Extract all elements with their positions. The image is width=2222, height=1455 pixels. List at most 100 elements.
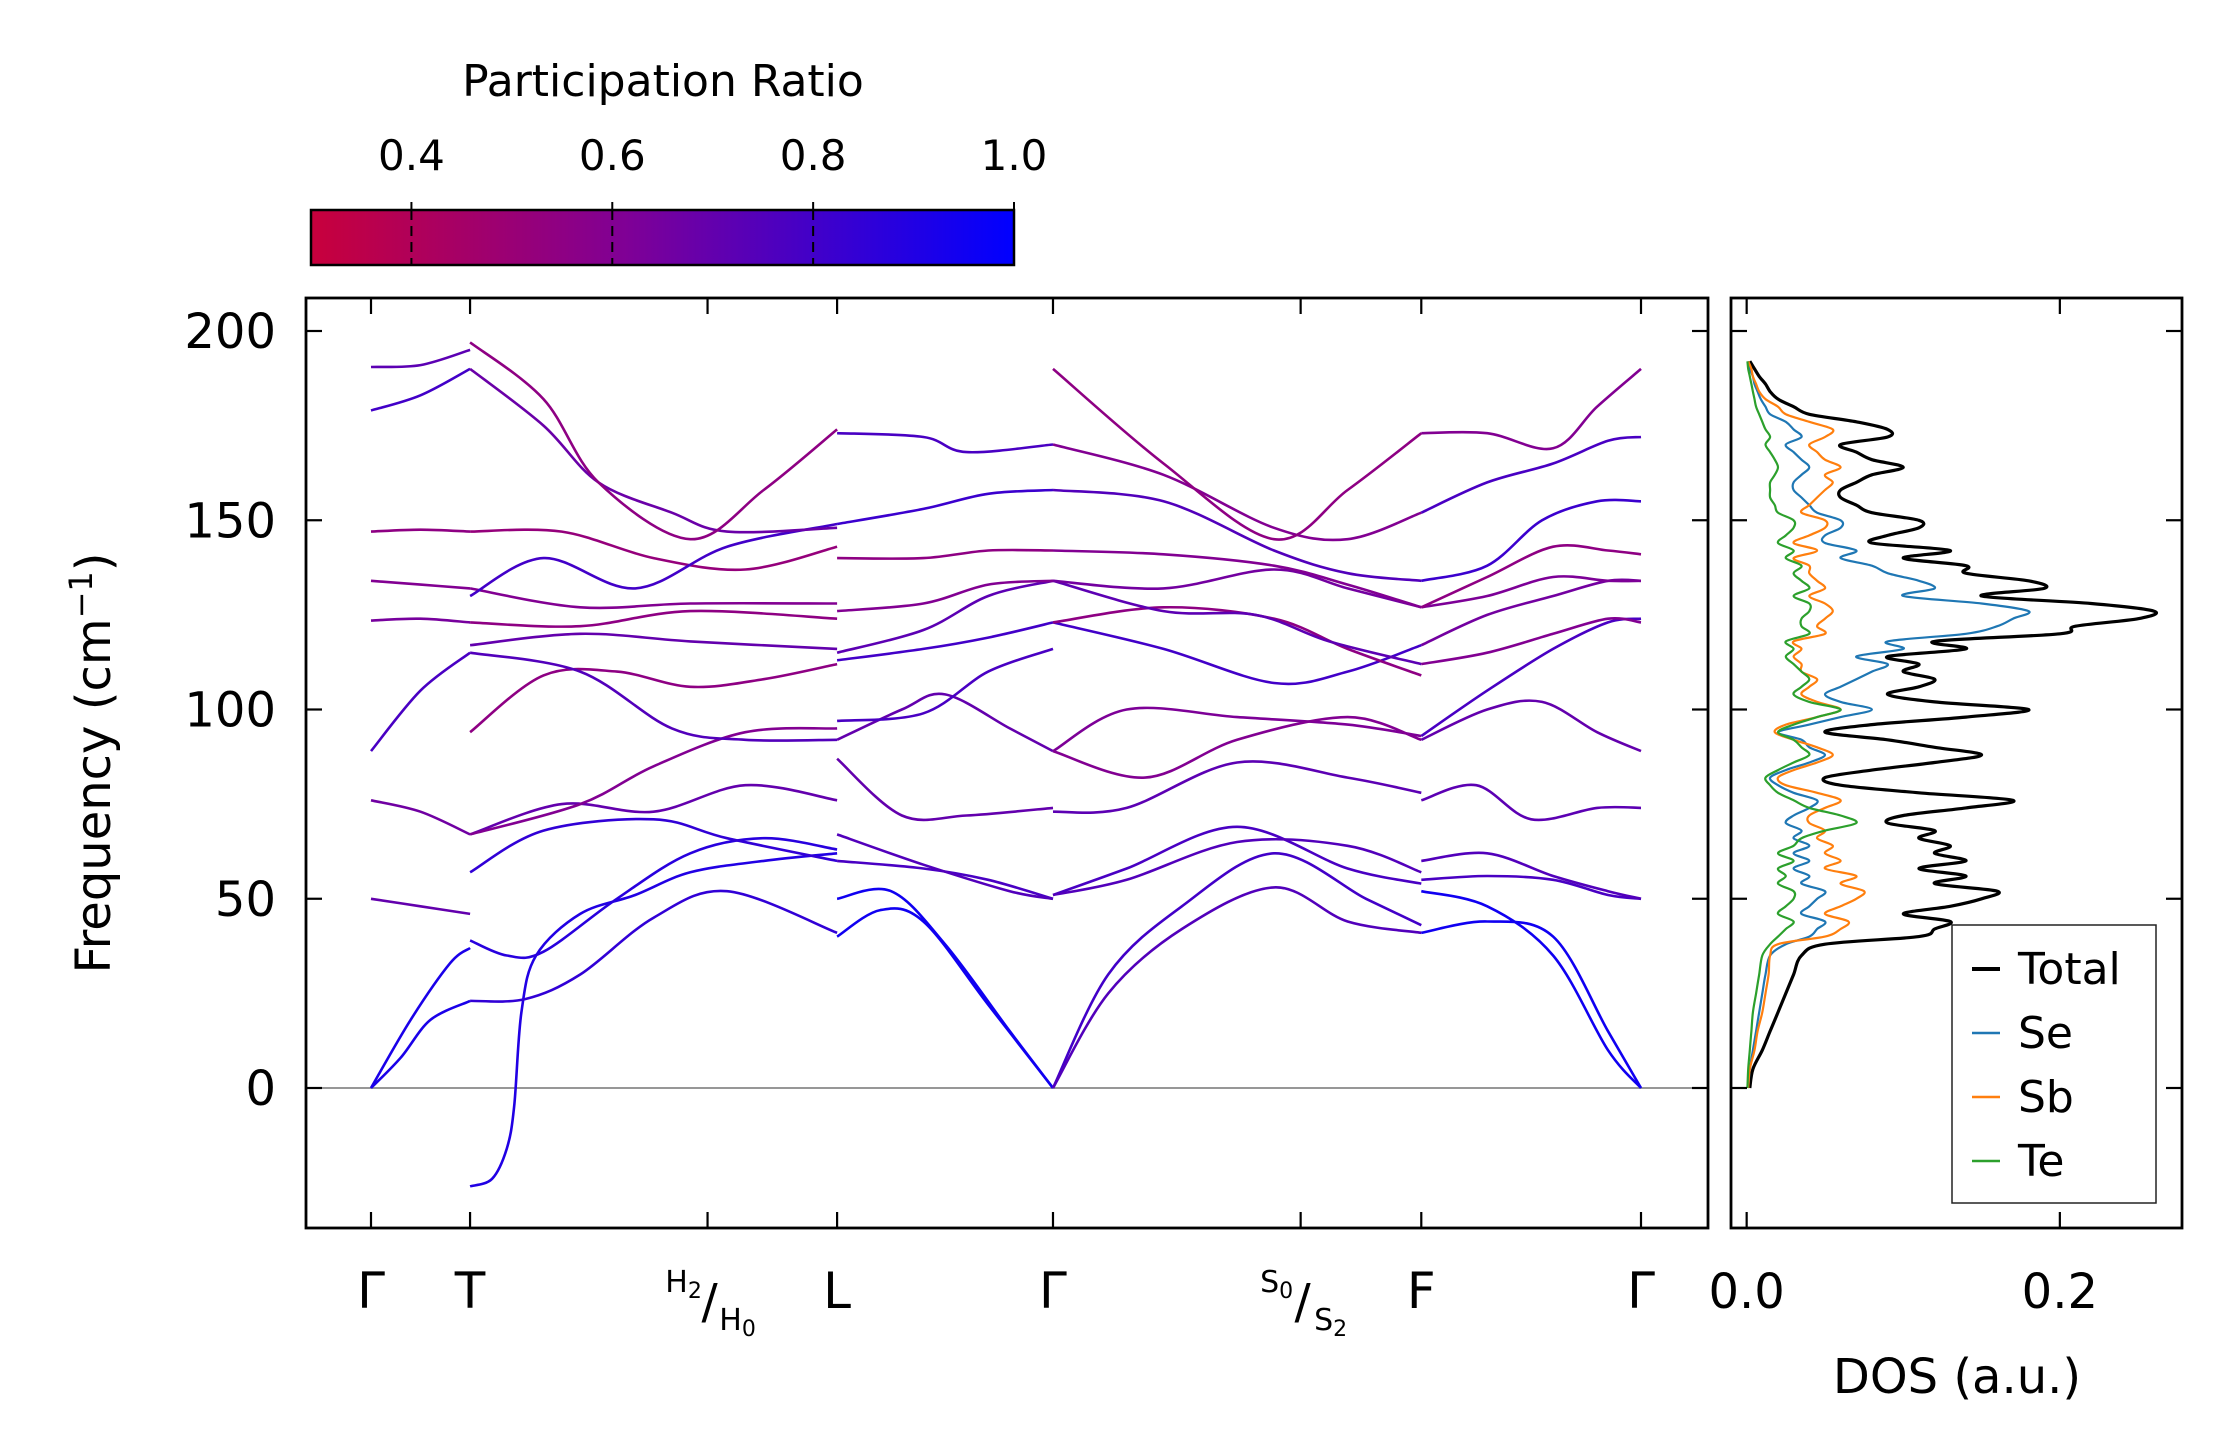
- dos-tick-label: 0.0: [1708, 1264, 1784, 1320]
- phonon-band: [469, 817, 838, 874]
- dos-curves: [1746, 360, 2159, 1089]
- phonon-band: [370, 367, 471, 412]
- phonon-band: [370, 897, 471, 916]
- phonon-band: [469, 783, 838, 836]
- phonon-band: [836, 488, 1054, 526]
- phonon-band: [836, 887, 1055, 1089]
- phonon-band: [836, 621, 1054, 662]
- legend-label: Total: [2017, 944, 2121, 995]
- dos-curve-total: [1748, 360, 2159, 1089]
- phonon-band: [836, 647, 1054, 723]
- phonon-band: [1052, 825, 1422, 897]
- dos-axis-label: DOS (a.u.): [1833, 1349, 2081, 1405]
- dos-curve-te: [1746, 361, 1858, 1089]
- phonon-band: [369, 946, 471, 1089]
- kpoint-label: Γ: [357, 1262, 385, 1320]
- kpoint-label: T: [454, 1262, 486, 1320]
- dos-axis-ticks: 0.0 0.2: [1708, 298, 2182, 1320]
- dos-tick-label: 0.2: [2022, 1264, 2098, 1320]
- colorbar-tick-label: 0.6: [579, 131, 646, 180]
- phonon-band: [837, 548, 1054, 560]
- phonon-band: [1052, 488, 1422, 583]
- kpoint-label-denominator: S2: [1314, 1303, 1347, 1342]
- phonon-band: [469, 836, 838, 960]
- dos-curve-se: [1747, 361, 2031, 1089]
- phonon-band: [1052, 715, 1422, 779]
- phonon-band: [1421, 920, 1643, 1089]
- frequency-axis-label: Frequency (cm−1): [62, 552, 122, 973]
- phonon-band: [469, 632, 838, 651]
- kpoint-label-numerator: S0: [1260, 1265, 1293, 1304]
- phonon-band: [1421, 874, 1642, 901]
- phonon-band: [1420, 435, 1642, 514]
- kpoint-label: L: [823, 1262, 851, 1320]
- phonon-band: [1052, 760, 1422, 814]
- phonon-band: [1421, 889, 1642, 1089]
- legend-label: Se: [2018, 1008, 2073, 1059]
- phonon-band: [469, 522, 838, 598]
- kpoint-label-split: S0/S2: [1260, 1265, 1347, 1342]
- phonon-band: [469, 662, 838, 734]
- kpoint-label-slash: /: [701, 1274, 718, 1330]
- colorbar-tick-label: 0.8: [780, 131, 847, 180]
- kpoint-label-numerator: H2: [665, 1265, 702, 1304]
- phonon-band: [836, 833, 1054, 901]
- phonon-bands: [369, 341, 1643, 1188]
- phonon-band: [1420, 543, 1642, 609]
- dos-panel: 0.0 0.2 DOS (a.u.) Total Se Sb Te: [1708, 296, 2184, 1405]
- frequency-tick-label: 0: [245, 1061, 276, 1117]
- kpoint-label-slash: /: [1295, 1274, 1312, 1330]
- phonon-band: [370, 579, 471, 590]
- phonon-band: [469, 651, 838, 742]
- phonon-band: [470, 609, 838, 628]
- legend-box: [1951, 924, 2157, 1204]
- phonon-band: [470, 889, 838, 1003]
- kpoint-label: F: [1407, 1262, 1436, 1320]
- dos-axes-frame: [1729, 296, 2184, 1230]
- frequency-axis-ticks: 0 50 100 150 200: [184, 304, 1708, 1117]
- phonon-band: [1052, 443, 1422, 542]
- colorbar-label: Participation Ratio: [462, 56, 864, 107]
- phonon-band: [836, 859, 1054, 901]
- phonon-band: [836, 907, 1055, 1089]
- colorbar-gradient: [309, 208, 1016, 267]
- phonon-band: [1420, 617, 1642, 738]
- frequency-tick-label: 100: [184, 683, 276, 739]
- phonon-band: [370, 348, 471, 369]
- phonon-band: [1421, 851, 1642, 901]
- phonon-band: [836, 579, 1054, 613]
- phonon-band: [1420, 699, 1642, 753]
- kpoint-label: Γ: [1627, 1262, 1655, 1320]
- phonon-band: [837, 431, 1054, 454]
- frequency-tick-label: 50: [215, 872, 276, 928]
- phonon-band: [370, 617, 471, 624]
- phonon-band: [1052, 367, 1423, 541]
- kpoint-label-split: H2/H0: [665, 1265, 756, 1342]
- phonon-band: [470, 528, 838, 572]
- phonon-band: [1421, 575, 1642, 609]
- kpoint-label: Γ: [1039, 1262, 1067, 1320]
- kpath-axis-ticks: Γ T H2/H0L Γ S0/S2F Γ: [357, 1262, 1655, 1342]
- phonon-band: [1052, 549, 1422, 609]
- phonon-band: [836, 757, 1054, 822]
- phonon-band: [1052, 621, 1422, 686]
- kpoint-label-denominator: H0: [719, 1303, 756, 1342]
- phonon-band: [370, 528, 471, 533]
- colorbar-tick-label: 1.0: [981, 131, 1048, 180]
- phonon-band: [469, 341, 838, 541]
- phonon-band: [1420, 783, 1642, 822]
- phonon-band: [1421, 616, 1642, 666]
- phonon-band: [469, 726, 838, 836]
- phonon-band: [469, 587, 838, 610]
- band-axes-frame: [304, 296, 1710, 1230]
- phonon-band: [1420, 578, 1642, 647]
- frequency-tick-label: 150: [184, 493, 276, 549]
- phonon-band: [1421, 498, 1642, 583]
- colorbar: Participation Ratio 0.4 0.6 0.8 1.0: [309, 56, 1048, 267]
- phonon-band: [469, 852, 838, 1188]
- dos-legend: Total Se Sb Te: [1951, 924, 2157, 1204]
- phonon-band: [1421, 367, 1642, 451]
- dos-curve-sb: [1747, 360, 1866, 1089]
